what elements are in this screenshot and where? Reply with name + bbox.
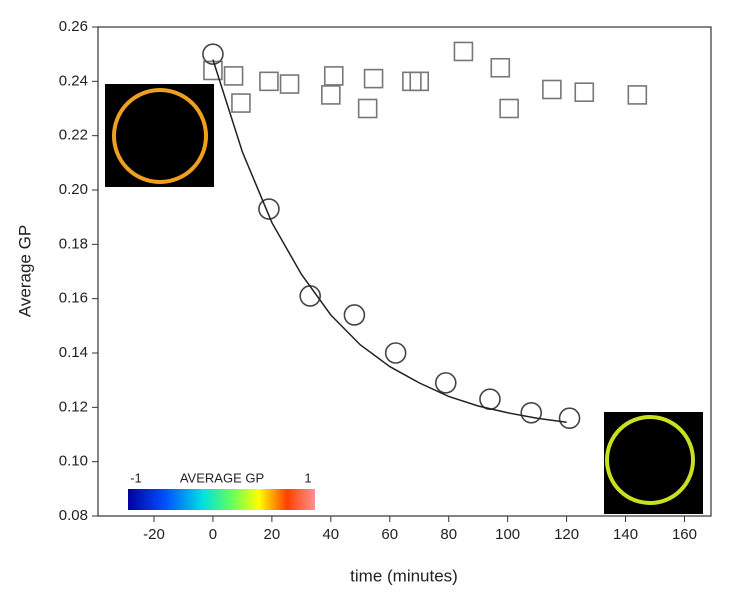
square-marker [542,79,562,100]
colorbar-label: -1 [130,470,142,485]
circle-marker [258,198,280,220]
circle-marker [520,401,543,424]
x-tick-label: 60 [381,526,398,543]
x-tick-label: 20 [264,526,281,543]
y-tick-label: 0.16 [59,290,88,307]
square-marker [402,71,422,92]
circle-marker [384,342,407,364]
y-tick-label: 0.10 [59,453,88,470]
y-tick-label: 0.24 [59,72,88,89]
circle-marker [434,372,457,394]
circle-marker [558,407,581,430]
square-marker [363,68,384,89]
fit-line [212,59,567,424]
circle-marker [202,43,224,65]
inset-image [105,84,214,187]
circle-marker [343,304,366,326]
y-tick-label: 0.12 [59,398,88,415]
circle-marker [479,388,501,410]
x-axis-label: time (minutes) [350,566,458,585]
colorbar-label: 1 [304,470,311,485]
square-marker [453,41,474,62]
x-tick-label: 100 [495,526,520,543]
square-marker [409,71,430,92]
square-marker [259,71,279,92]
y-tick-label: 0.22 [59,127,88,144]
x-tick-label: 40 [322,526,339,543]
square-marker [357,98,378,119]
x-tick-label: 140 [613,526,638,543]
x-tick-label: -20 [143,526,165,543]
plot-frame [97,26,712,517]
y-tick-label: 0.18 [59,235,88,252]
square-marker [490,57,511,78]
square-marker [323,66,344,86]
x-tick-label: 0 [209,526,217,543]
y-tick-label: 0.14 [59,344,88,361]
square-marker [321,85,341,105]
y-tick-label: 0.08 [59,507,88,524]
x-tick-label: 160 [672,526,697,543]
x-tick-label: 80 [440,526,457,543]
y-tick-label: 0.26 [59,18,88,35]
square-marker [627,85,648,105]
square-marker [574,82,595,102]
y-tick-label: 0.20 [59,181,88,198]
colorbar-title: AVERAGE GP [180,470,264,485]
square-marker [223,66,244,86]
square-marker [279,74,300,94]
square-marker [499,98,519,119]
colorbar [128,489,315,510]
inset-image [604,412,703,514]
x-tick-label: 120 [554,526,579,543]
square-marker [231,93,251,113]
y-axis-label: Average GP [15,225,34,317]
